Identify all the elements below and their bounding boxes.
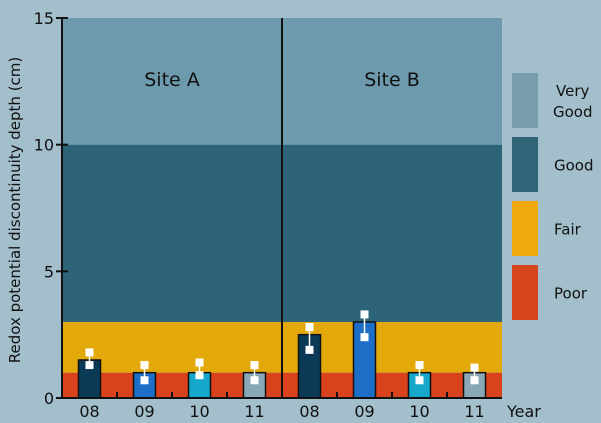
x-tick-label: 09 (134, 402, 154, 421)
marker-low (305, 345, 314, 354)
x-tick-label: 08 (79, 402, 99, 421)
legend-label: Good (554, 157, 594, 175)
x-tick-label: 11 (244, 402, 264, 421)
y-tick-label: 5 (44, 262, 54, 281)
marker-low (415, 376, 424, 385)
site-label: Site A (144, 69, 200, 91)
legend-label: Poor (554, 285, 588, 303)
x-tick-label: 10 (189, 402, 209, 421)
legend-swatch (512, 201, 538, 256)
marker-low (360, 333, 369, 342)
site-label: Site B (364, 69, 420, 91)
marker-high (360, 310, 369, 319)
x-tick-label: 08 (299, 402, 319, 421)
marker-high (250, 361, 259, 370)
marker-high (470, 363, 479, 372)
legend-label: Good (553, 103, 593, 121)
marker-low (250, 376, 259, 385)
y-tick-label: 10 (34, 136, 54, 155)
marker-high (415, 361, 424, 370)
x-tick-label: 11 (464, 402, 484, 421)
legend-swatch (512, 265, 538, 320)
x-axis-title: Year (506, 402, 541, 421)
marker-high (305, 323, 314, 332)
marker-low (140, 376, 149, 385)
marker-high (195, 358, 204, 367)
x-tick-label: 09 (354, 402, 374, 421)
legend-swatch (512, 73, 538, 128)
marker-low (85, 361, 94, 370)
y-axis-title: Redox potential discontinuity depth (cm) (6, 57, 24, 364)
marker-low (470, 376, 479, 385)
y-tick-label: 15 (34, 9, 54, 28)
legend-label: Very (556, 82, 589, 100)
y-tick-label: 0 (44, 389, 54, 408)
marker-high (85, 348, 94, 357)
x-tick-label: 10 (409, 402, 429, 421)
marker-low (195, 371, 204, 380)
marker-high (140, 361, 149, 370)
legend-swatch (512, 137, 538, 192)
legend-label: Fair (554, 221, 582, 239)
